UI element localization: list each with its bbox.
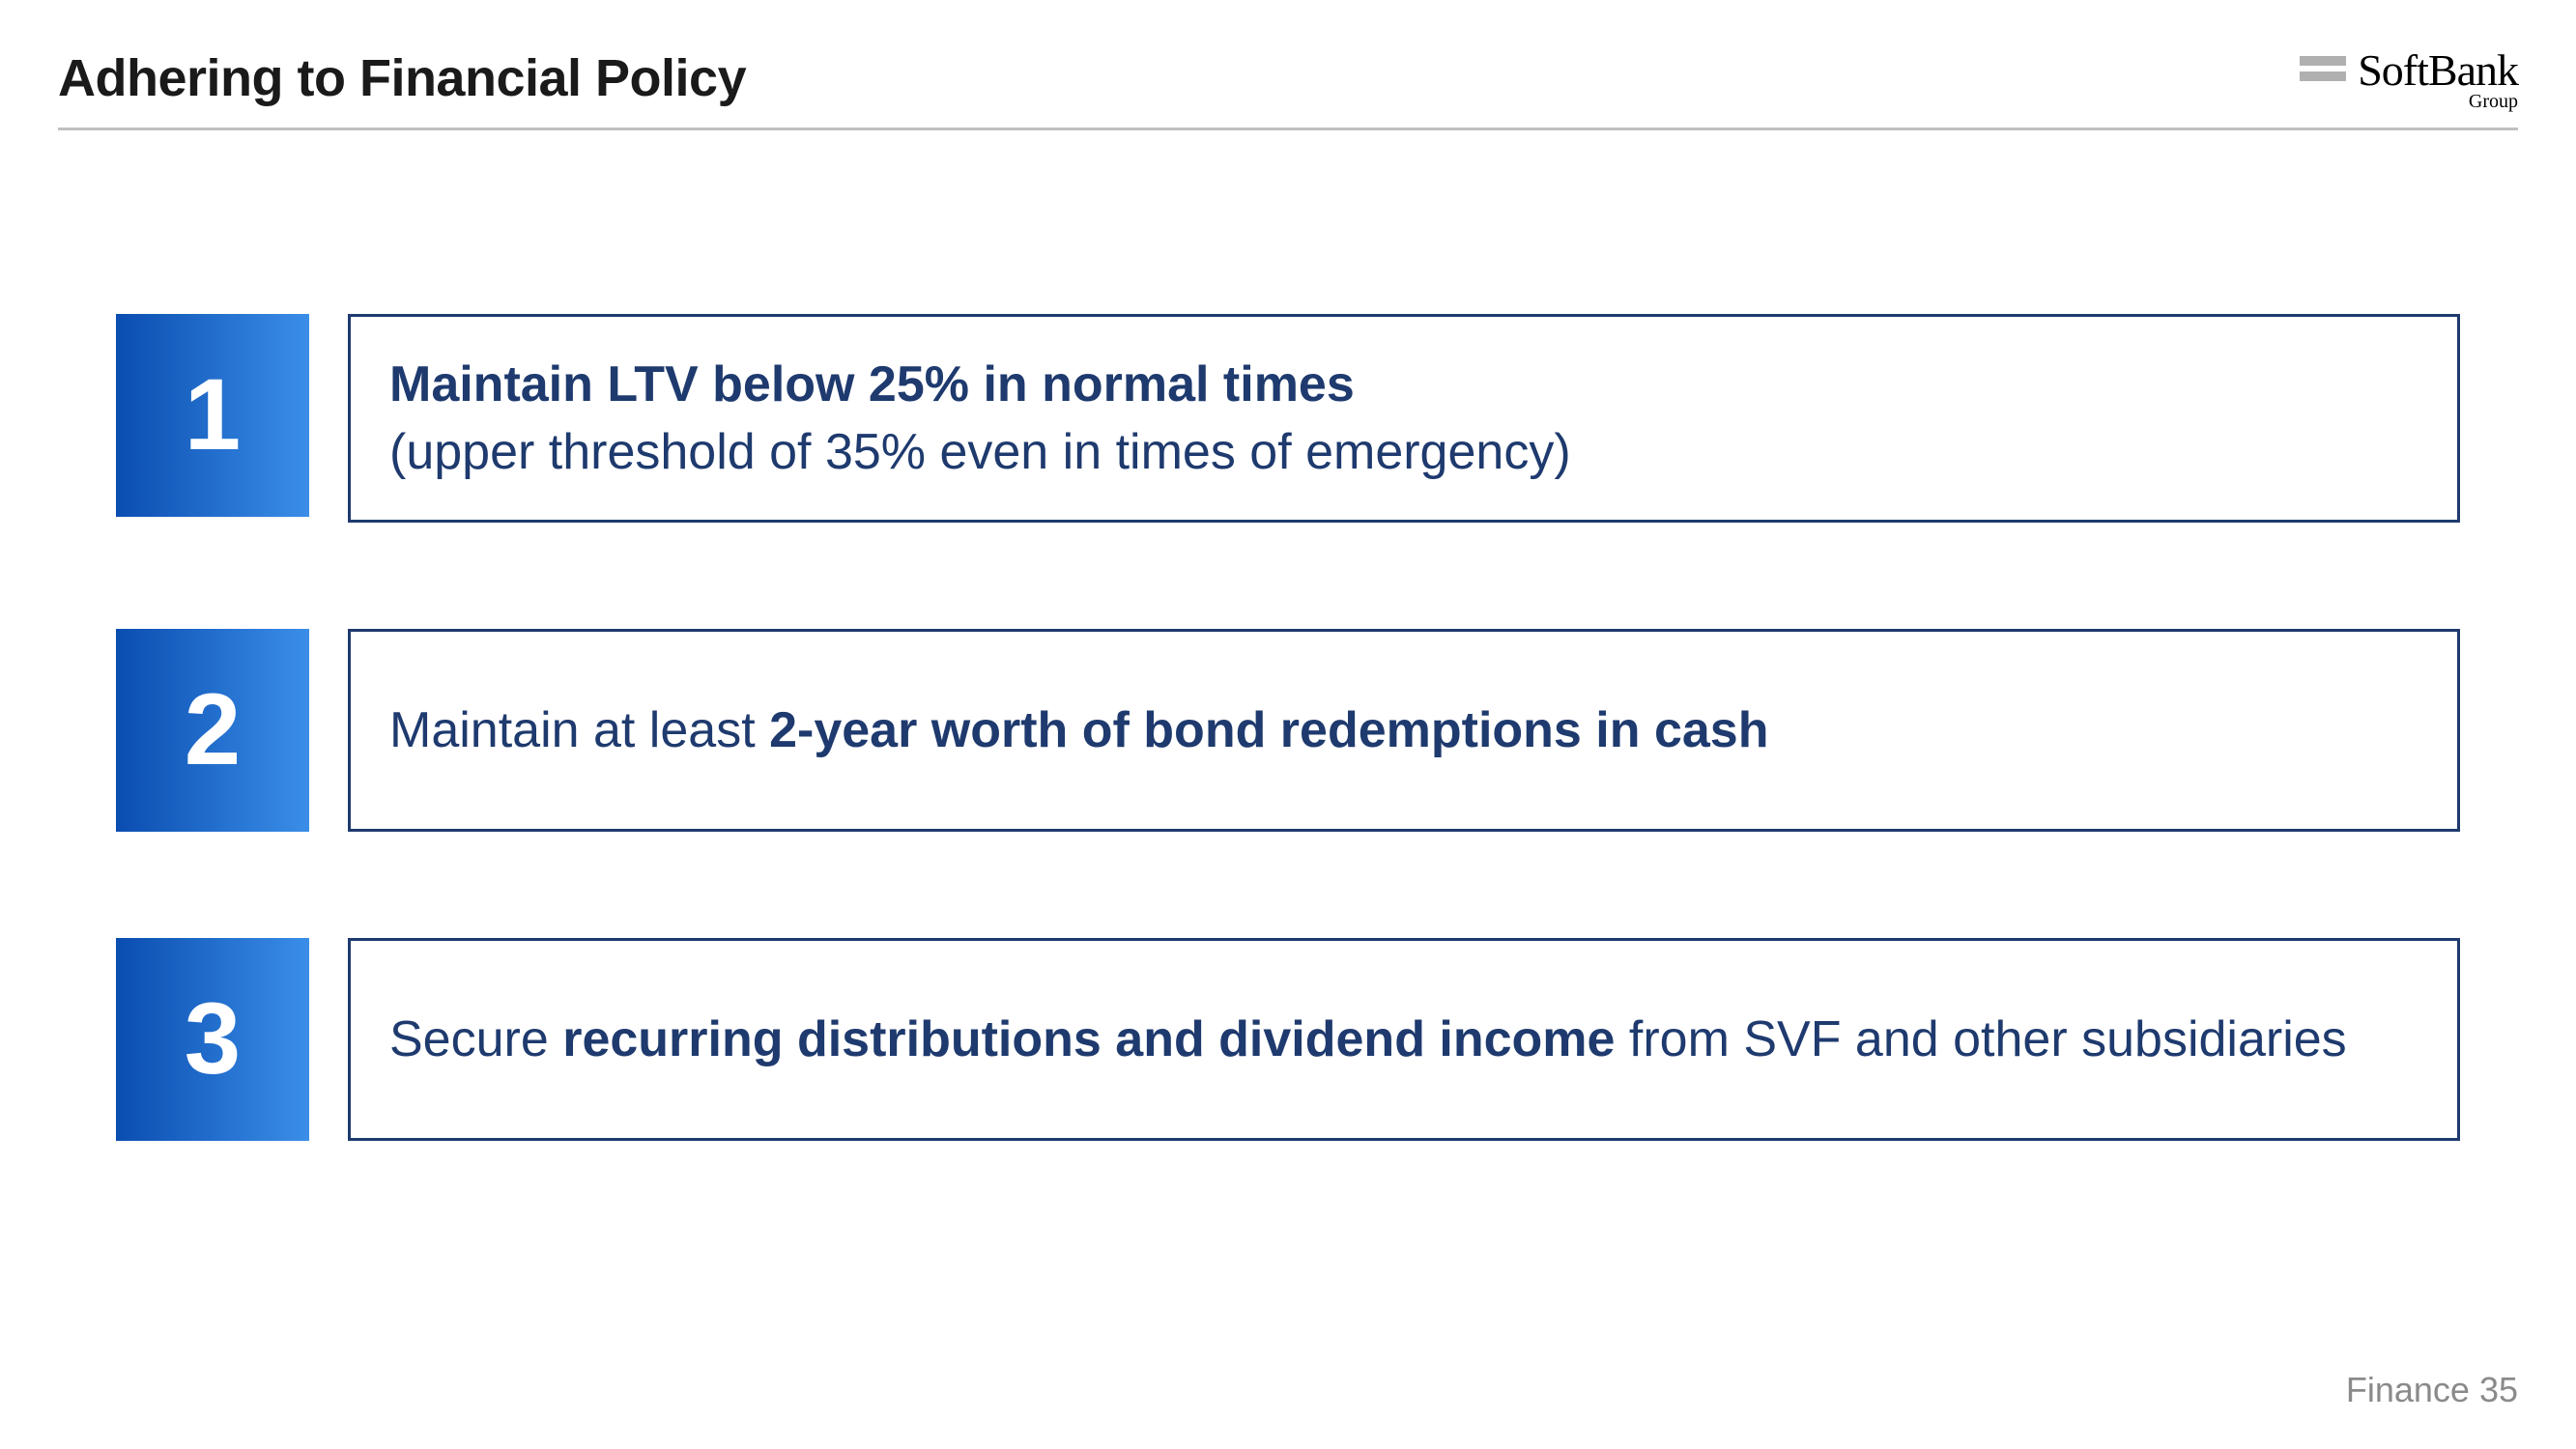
- policy-suffix: 2-year worth of bond redemptions in cash: [769, 702, 1768, 758]
- policy-number: 2: [185, 672, 241, 788]
- logo-bars-icon: [2300, 56, 2346, 81]
- policy-number-box: 2: [116, 629, 309, 832]
- policy-text-box: Maintain LTV below 25% in normal times (…: [348, 314, 2460, 523]
- policy-text-box: Maintain at least 2-year worth of bond r…: [348, 629, 2460, 832]
- policy-line: Secure recurring distributions and divid…: [389, 1006, 2419, 1073]
- header: Adhering to Financial Policy SoftBank Gr…: [58, 48, 2518, 130]
- logo: SoftBank Group: [2300, 48, 2518, 113]
- policy-line-1: Maintain LTV below 25% in normal times: [389, 351, 2419, 418]
- policy-number-box: 1: [116, 314, 309, 517]
- policy-line: Maintain at least 2-year worth of bond r…: [389, 696, 2419, 764]
- page-title: Adhering to Financial Policy: [58, 48, 746, 108]
- logo-sub: Group: [2469, 91, 2518, 113]
- logo-main: SoftBank: [2358, 48, 2518, 93]
- policy-item-3: 3 Secure recurring distributions and div…: [116, 938, 2460, 1141]
- policy-item-2: 2 Maintain at least 2-year worth of bond…: [116, 629, 2460, 832]
- policy-number: 3: [185, 981, 241, 1097]
- policy-text-box: Secure recurring distributions and divid…: [348, 938, 2460, 1141]
- content: 1 Maintain LTV below 25% in normal times…: [58, 150, 2518, 1141]
- policy-line-2: (upper threshold of 35% even in times of…: [389, 418, 2419, 486]
- policy-prefix: Maintain at least: [389, 702, 769, 758]
- policy-number-box: 3: [116, 938, 309, 1141]
- policy-number: 1: [185, 357, 241, 473]
- policy-suffix: from SVF and other subsidiaries: [1615, 1011, 2346, 1067]
- policy-item-1: 1 Maintain LTV below 25% in normal times…: [116, 314, 2460, 523]
- footer: Finance 35: [2346, 1370, 2518, 1410]
- logo-text: SoftBank Group: [2358, 48, 2518, 113]
- policy-prefix: Secure: [389, 1011, 562, 1067]
- policy-mid: recurring distributions and dividend inc…: [562, 1011, 1615, 1067]
